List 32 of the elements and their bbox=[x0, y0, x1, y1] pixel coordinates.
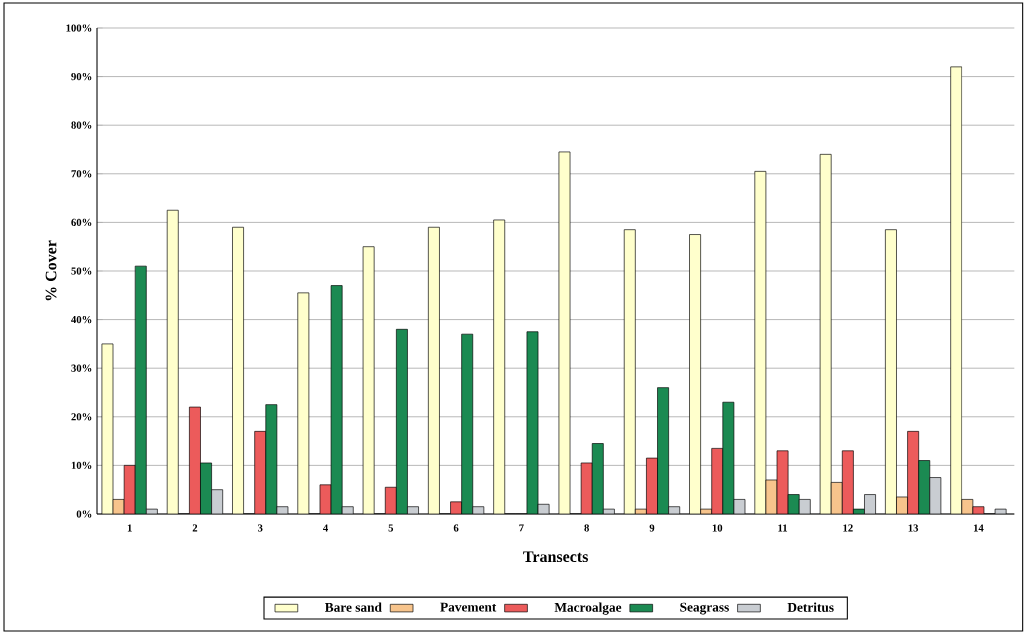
x-tick-label: 7 bbox=[519, 524, 524, 532]
legend-label: Detritus bbox=[787, 602, 834, 612]
x-tick-label: 8 bbox=[584, 524, 589, 532]
y-tick-label: 90% bbox=[71, 72, 92, 81]
y-tick-label: 30% bbox=[71, 364, 92, 372]
y-tick-label: 100% bbox=[66, 24, 92, 32]
x-tick-label: 9 bbox=[649, 524, 655, 532]
x-tick-label: 2 bbox=[192, 524, 198, 532]
y-tick-label: 10% bbox=[71, 461, 92, 470]
y-tick-label: 20% bbox=[71, 413, 92, 421]
x-tick-label: 10 bbox=[712, 524, 723, 532]
x-tick-label: 3 bbox=[257, 524, 263, 532]
x-tick-label: 13 bbox=[908, 524, 919, 532]
y-tick-label: 50% bbox=[71, 267, 92, 275]
x-tick-label: 14 bbox=[973, 524, 984, 532]
y-tick-label: 0% bbox=[76, 510, 92, 518]
x-tick-label: 6 bbox=[453, 524, 459, 532]
legend-label: Pavement bbox=[440, 602, 497, 612]
x-tick-label: 11 bbox=[778, 524, 788, 532]
y-axis-title: % Cover bbox=[45, 240, 57, 301]
y-tick-label: 60% bbox=[71, 218, 92, 227]
y-tick-label: 70% bbox=[71, 170, 92, 178]
legend-label: Bare sand bbox=[324, 602, 382, 612]
legend-label: Seagrass bbox=[680, 602, 729, 615]
legend-label: Macroalgae bbox=[554, 602, 622, 615]
x-tick-label: 4 bbox=[323, 524, 328, 532]
x-tick-label: 12 bbox=[843, 524, 853, 532]
x-tick-label: 5 bbox=[388, 524, 394, 532]
x-axis-title: Transects bbox=[523, 551, 589, 563]
y-tick-label: 40% bbox=[71, 315, 92, 324]
y-tick-label: 80% bbox=[71, 121, 92, 129]
x-tick-label: 1 bbox=[127, 524, 132, 532]
